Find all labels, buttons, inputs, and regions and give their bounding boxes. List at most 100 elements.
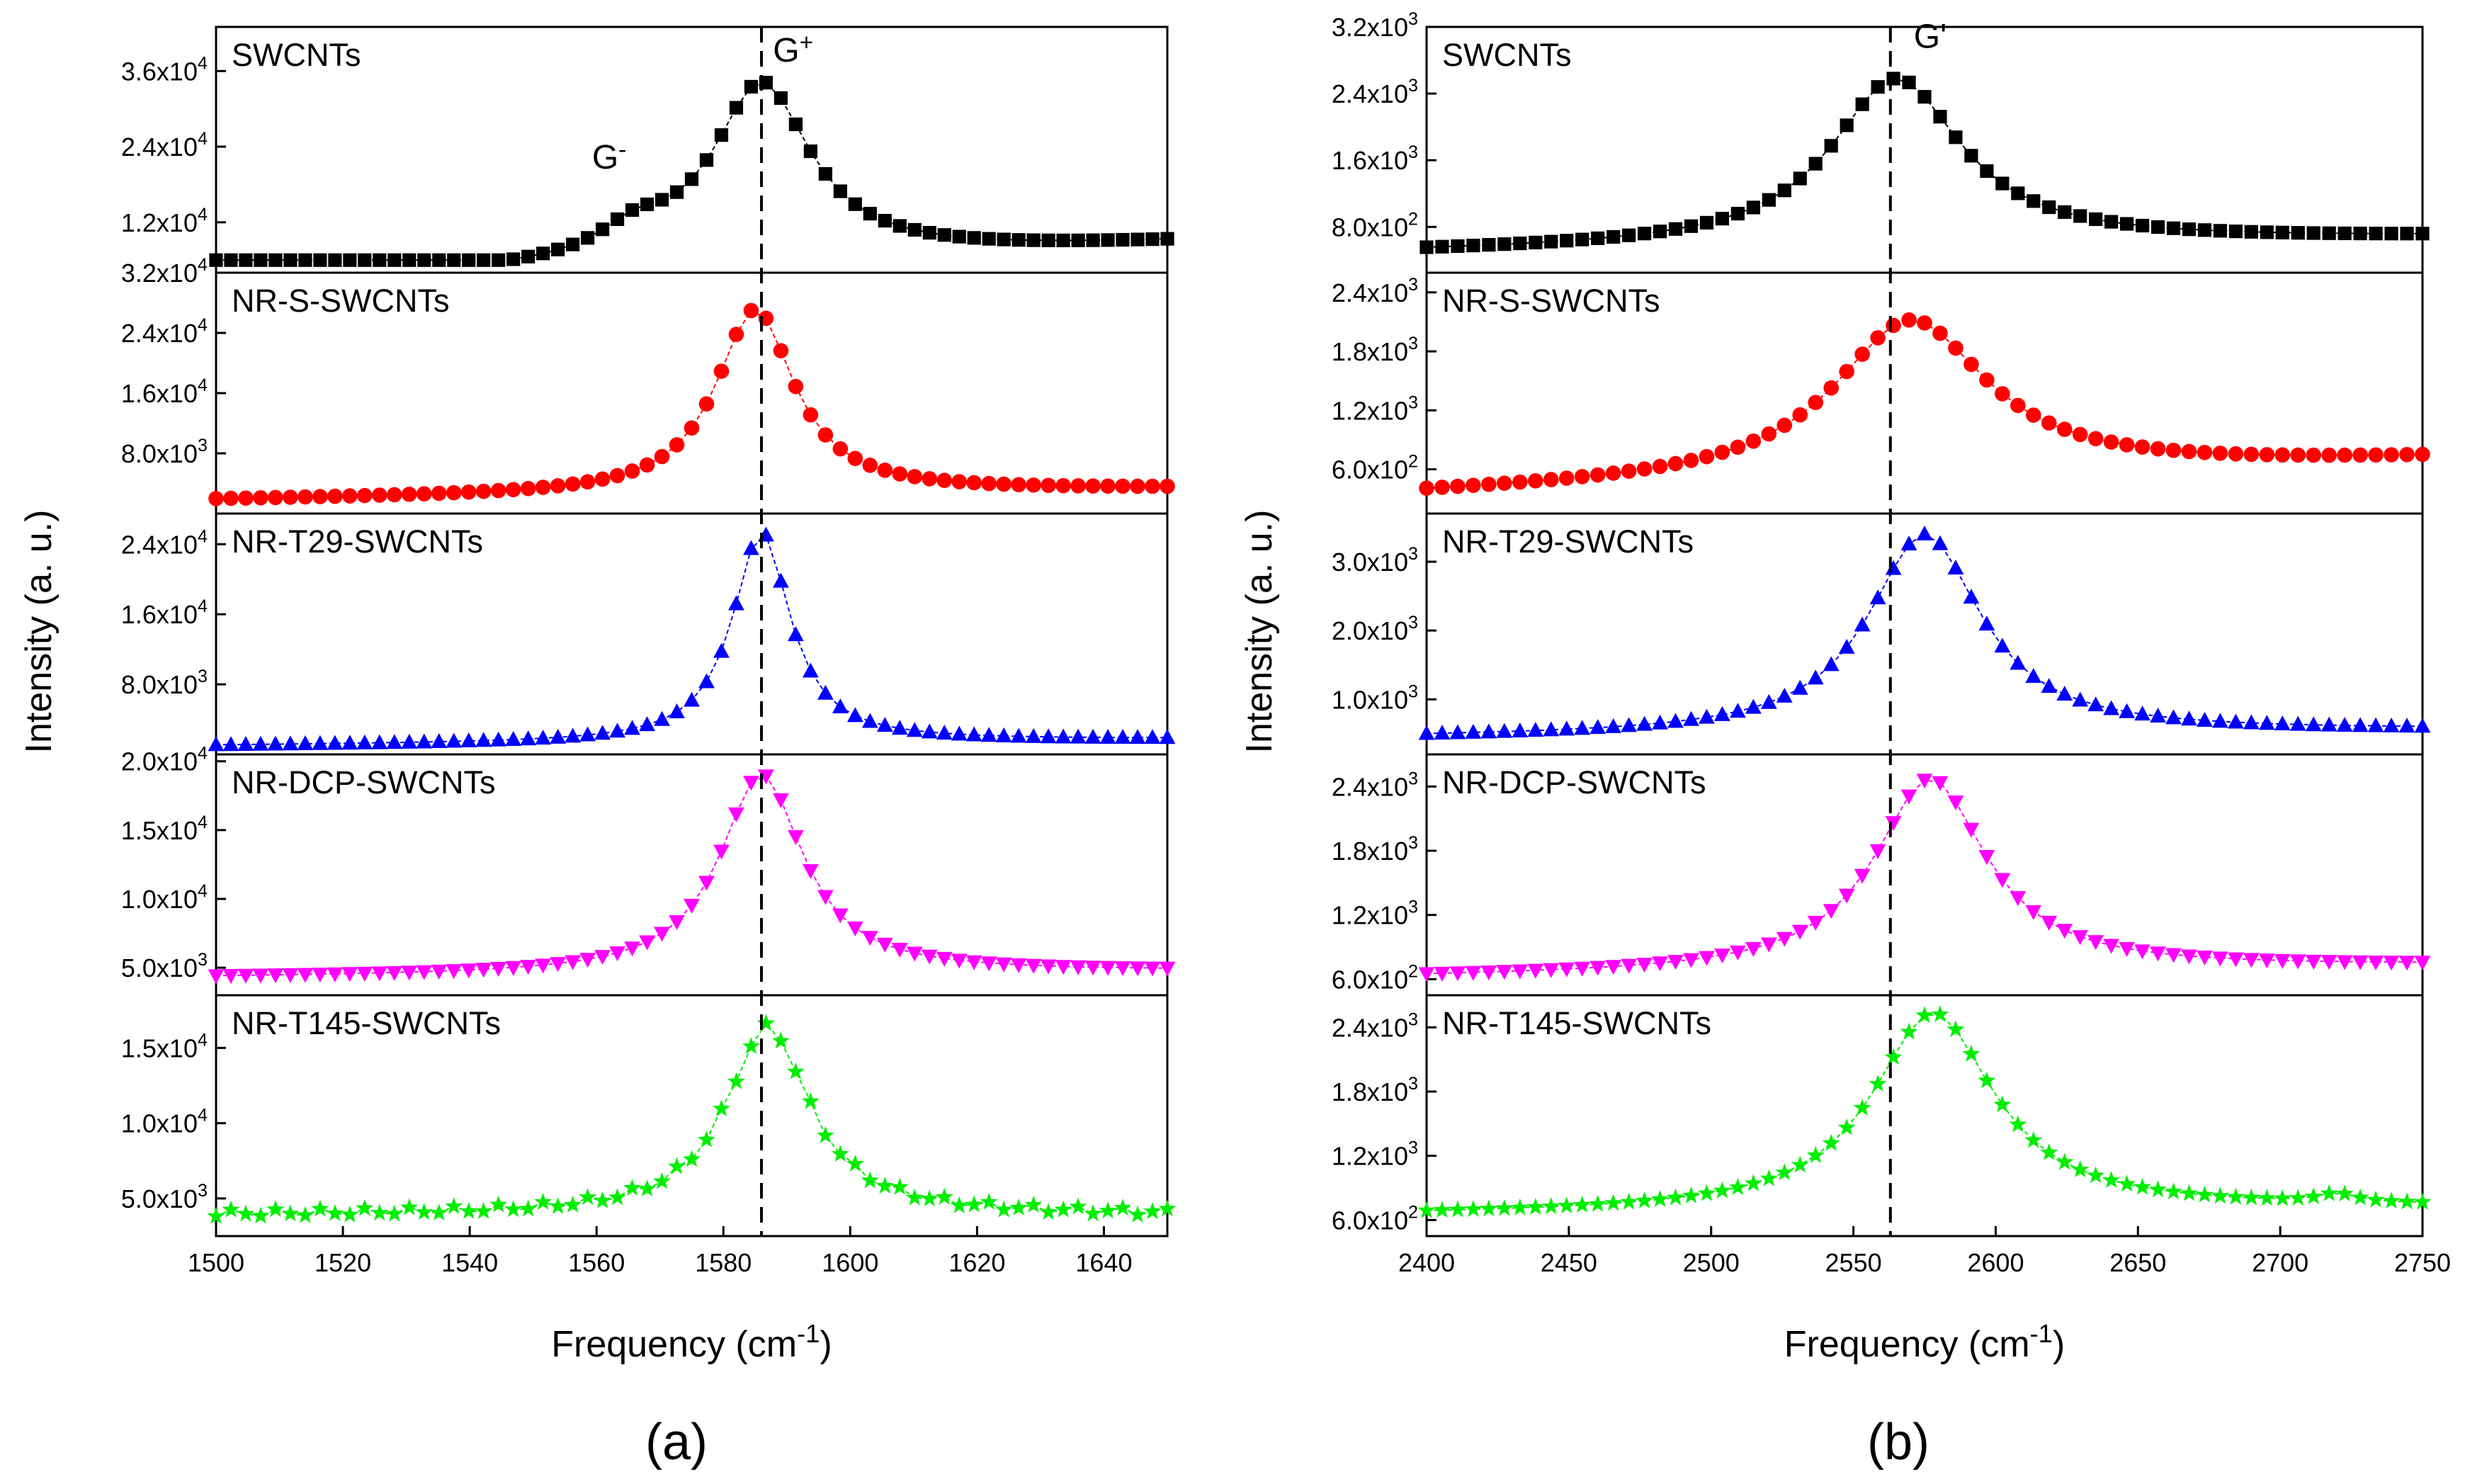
data-point xyxy=(1558,1196,1576,1213)
subplot-swcnts: 1.2x104 2.4x104 3.6x104 SWCNTs xyxy=(121,26,1174,274)
data-point xyxy=(462,253,476,267)
data-point xyxy=(2289,715,2306,731)
data-point xyxy=(1668,222,1683,236)
data-point xyxy=(1495,1199,1514,1216)
data-point xyxy=(1714,706,1730,721)
data-point xyxy=(2150,946,2166,962)
series-markers xyxy=(1418,774,2431,982)
data-point xyxy=(1744,1174,1762,1191)
y-tick-label: 2.0x104 xyxy=(121,744,208,776)
data-point xyxy=(2398,956,2415,971)
y-tick-label: 2.4x103 xyxy=(1332,769,1418,801)
data-point xyxy=(1590,467,1606,483)
data-point xyxy=(2119,941,2135,957)
data-point xyxy=(846,922,863,937)
data-point xyxy=(565,955,582,970)
data-point xyxy=(1917,315,1932,331)
data-point xyxy=(222,969,239,985)
data-point xyxy=(1418,725,1435,740)
data-point xyxy=(802,863,819,879)
data-point xyxy=(1621,717,1637,732)
data-point xyxy=(639,935,655,951)
data-point xyxy=(713,844,730,860)
data-point xyxy=(1978,616,1995,631)
data-point xyxy=(358,253,372,267)
data-point xyxy=(2040,1143,2058,1160)
data-point xyxy=(298,489,313,505)
peak-annotation: G- xyxy=(592,137,627,176)
panel-a: 1.2x104 2.4x104 3.6x104 SWCNTs 8.0x103 1.6x10… xyxy=(18,26,1177,1471)
y-tick-label: 2.4x104 xyxy=(121,526,208,559)
data-point xyxy=(2072,930,2089,946)
data-point xyxy=(878,213,892,228)
data-point xyxy=(2367,717,2384,732)
data-point xyxy=(237,968,254,984)
data-point xyxy=(1449,1200,1467,1218)
data-point xyxy=(1853,1099,1871,1116)
data-point xyxy=(1745,433,1762,449)
series-markers xyxy=(1417,1005,2432,1218)
data-point xyxy=(936,472,953,489)
data-point xyxy=(1963,589,1980,604)
data-point xyxy=(505,482,521,497)
data-point xyxy=(654,927,670,942)
data-point xyxy=(1699,448,1715,465)
data-point xyxy=(1084,961,1101,976)
data-point xyxy=(2322,226,2336,240)
data-point xyxy=(728,595,744,611)
data-point xyxy=(1713,1181,1731,1199)
data-point xyxy=(2243,714,2260,730)
data-point xyxy=(786,1062,805,1080)
data-point xyxy=(847,451,863,467)
data-point xyxy=(312,489,328,504)
data-point xyxy=(1434,480,1450,495)
data-point xyxy=(1480,723,1497,739)
data-point xyxy=(609,946,625,961)
data-point xyxy=(1621,958,1637,974)
data-point xyxy=(1636,1191,1654,1208)
data-point xyxy=(1145,232,1160,247)
data-point xyxy=(980,727,997,742)
data-point xyxy=(1433,1201,1451,1218)
data-point xyxy=(2058,205,2072,220)
data-point xyxy=(892,219,907,233)
data-point xyxy=(2274,715,2291,731)
data-point xyxy=(2089,212,2103,227)
data-point xyxy=(2291,226,2305,240)
data-point xyxy=(489,1195,508,1213)
data-point xyxy=(594,725,611,740)
data-point xyxy=(1745,698,1762,714)
data-point xyxy=(2103,700,2120,715)
data-point xyxy=(684,172,699,186)
y-tick-label: 1.0x104 xyxy=(121,1106,208,1138)
y-tick-label: 1.8x103 xyxy=(1332,334,1418,366)
data-point xyxy=(714,128,729,142)
y-tick-label: 1.8x103 xyxy=(1332,833,1418,866)
y-tick-label: 5.0x103 xyxy=(121,950,208,982)
data-point xyxy=(281,1204,300,1222)
data-point xyxy=(386,965,403,981)
data-point xyxy=(1807,669,1824,685)
data-point xyxy=(862,458,878,473)
data-point xyxy=(1419,480,1434,496)
y-tick-label: 3.2x103 xyxy=(1332,9,1418,42)
data-point xyxy=(1949,130,1963,145)
data-point xyxy=(2056,421,2073,437)
data-point xyxy=(980,1192,998,1210)
data-point xyxy=(1129,729,1146,744)
y-tick-label: 1.6x104 xyxy=(121,596,208,629)
data-point xyxy=(1041,477,1056,494)
data-point xyxy=(2415,446,2430,463)
data-point xyxy=(771,1031,790,1049)
data-point xyxy=(2072,426,2088,443)
data-point xyxy=(222,1200,240,1218)
data-point xyxy=(2009,1115,2027,1133)
data-point xyxy=(2273,1189,2291,1206)
data-point xyxy=(2119,703,2135,718)
data-point xyxy=(1012,233,1026,247)
series-markers xyxy=(209,76,1174,267)
data-point xyxy=(2398,718,2415,733)
data-point xyxy=(831,1145,849,1162)
data-point xyxy=(2338,226,2352,241)
data-point xyxy=(744,79,759,94)
